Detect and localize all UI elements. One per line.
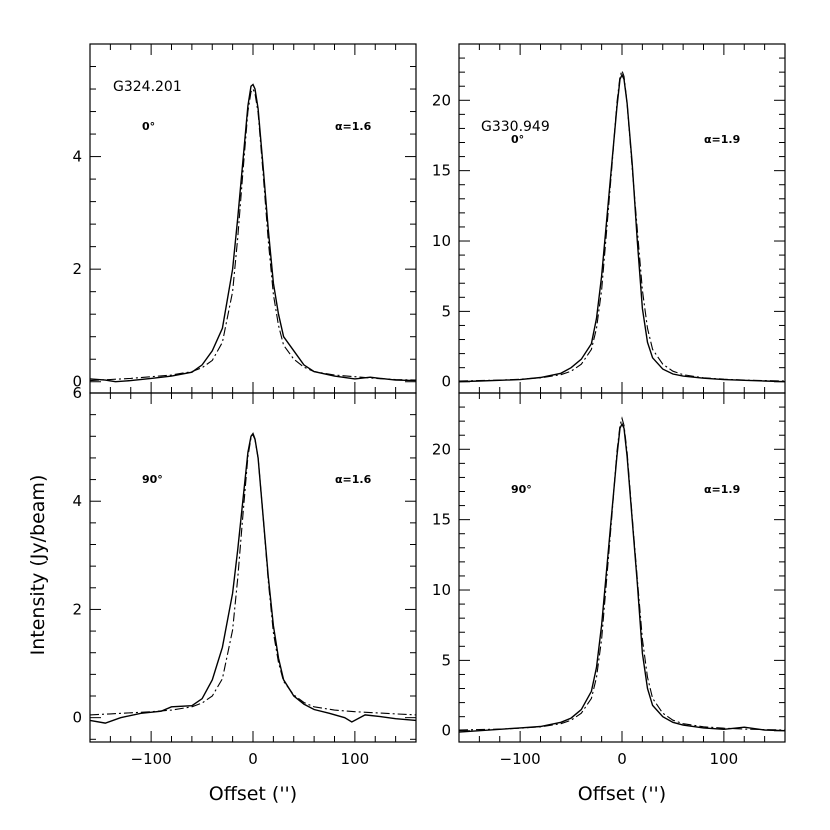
series-model-line	[89, 87, 417, 382]
y-tick-label: 4	[72, 492, 82, 510]
source-label: G324.201	[113, 79, 182, 95]
y-tick-label: 10	[432, 581, 451, 599]
x-tick-label: 0	[248, 750, 258, 768]
alpha-label: α=1.9	[704, 483, 740, 496]
angle-label: 0°	[511, 133, 524, 146]
panel-bottom-right: 0 5 10 15 20 −100 0 100 90° α=1.9	[432, 392, 786, 768]
y-tick-label: 0	[72, 709, 82, 727]
alpha-label: α=1.6	[335, 120, 372, 133]
panel-bottom-left: 0 2 4 6 −100 0 100 90° α=1.6	[72, 384, 417, 768]
y-axis-label: Intensity (Jy/beam)	[27, 475, 49, 656]
series-observed-line	[89, 83, 417, 383]
series-observed-line	[458, 422, 786, 733]
y-tick-label: 0	[441, 722, 451, 740]
panel-frame	[89, 43, 417, 394]
y-tick-label: 4	[72, 148, 82, 166]
series-observed-line	[458, 73, 786, 383]
y-tick-label: 20	[432, 91, 451, 109]
y-tick-label: 15	[432, 511, 451, 529]
source-label: G330.949	[481, 119, 550, 135]
alpha-label: α=1.6	[335, 473, 372, 486]
x-axis-label-left: Offset ('')	[209, 783, 297, 805]
y-tick-label: 5	[441, 651, 451, 669]
x-tick-label: 100	[341, 750, 370, 768]
series-model-line	[458, 416, 786, 731]
series-model-line	[89, 434, 417, 716]
panel-top-left: 0 2 4 G324.201 0° α=1.6	[72, 43, 417, 394]
panel-frame	[89, 392, 417, 743]
y-tick-label: 2	[72, 600, 82, 618]
y-tick-label: 20	[432, 440, 451, 458]
x-tick-label: 0	[617, 750, 627, 768]
panel-frame	[458, 43, 786, 394]
alpha-label: α=1.9	[704, 133, 740, 146]
y-tick-label: 0	[441, 373, 451, 391]
y-tick-label: 0	[72, 373, 82, 391]
angle-label: 90°	[511, 483, 532, 496]
y-tick-label: 6	[72, 384, 82, 402]
y-tick-label: 10	[432, 232, 451, 250]
x-tick-label: −100	[131, 750, 172, 768]
y-tick-label: 15	[432, 162, 451, 180]
x-tick-label: −100	[500, 750, 541, 768]
x-axis-label-right: Offset ('')	[578, 783, 666, 805]
series-model-line	[458, 69, 786, 382]
panel-frame	[458, 392, 786, 743]
x-tick-label: 100	[710, 750, 739, 768]
angle-label: 90°	[142, 473, 163, 486]
angle-label: 0°	[142, 120, 155, 133]
y-tick-label: 2	[72, 260, 82, 278]
y-tick-label: 5	[441, 302, 451, 320]
